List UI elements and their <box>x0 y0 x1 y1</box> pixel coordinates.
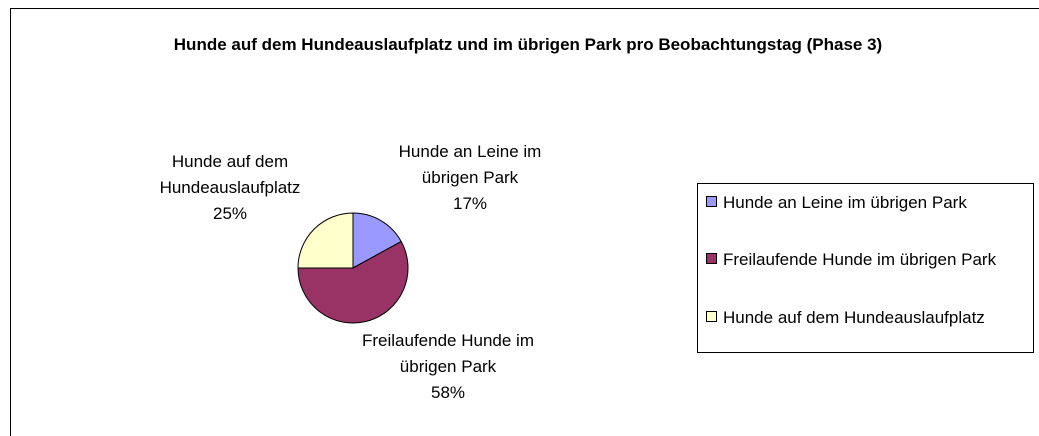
data-label-value: 25% <box>212 204 248 223</box>
data-label-value: 58% <box>430 383 466 402</box>
legend-entry: Hunde an Leine im übrigen Park <box>706 190 1024 215</box>
legend-label: Freilaufende Hunde im übrigen Park <box>723 250 997 269</box>
chart-frame <box>10 8 1039 436</box>
legend-entry: Hunde auf dem Hundeauslaufplatz <box>706 305 1024 330</box>
legend-label: Hunde auf dem Hundeauslaufplatz <box>723 308 985 327</box>
pie-slice <box>352 212 402 269</box>
data-label-category: Hunde auf dem Hundeauslaufplatz <box>159 152 301 197</box>
legend: Hunde an Leine im übrigen Park Freilaufen… <box>697 183 1034 353</box>
legend-entry: Freilaufende Hunde im übrigen Park <box>706 247 1024 272</box>
data-label: Freilaufende Hunde im übrigen Park 58% <box>348 328 548 406</box>
data-label: Hunde auf dem Hundeauslaufplatz 25% <box>145 149 315 227</box>
data-label-category: Hunde an Leine im übrigen Park <box>398 142 542 187</box>
data-label-value: 17% <box>452 194 488 213</box>
legend-swatch <box>706 253 717 264</box>
data-label-category: Freilaufende Hunde im übrigen Park <box>362 331 534 376</box>
pie-slice <box>297 212 354 269</box>
data-label: Hunde an Leine im übrigen Park 17% <box>375 139 565 217</box>
chart-title: Hunde auf dem Hundeauslaufplatz und im ü… <box>173 35 883 54</box>
legend-swatch <box>706 311 717 322</box>
legend-label: Hunde an Leine im übrigen Park <box>723 193 967 212</box>
pie-slice <box>297 240 409 324</box>
legend-swatch <box>706 196 717 207</box>
